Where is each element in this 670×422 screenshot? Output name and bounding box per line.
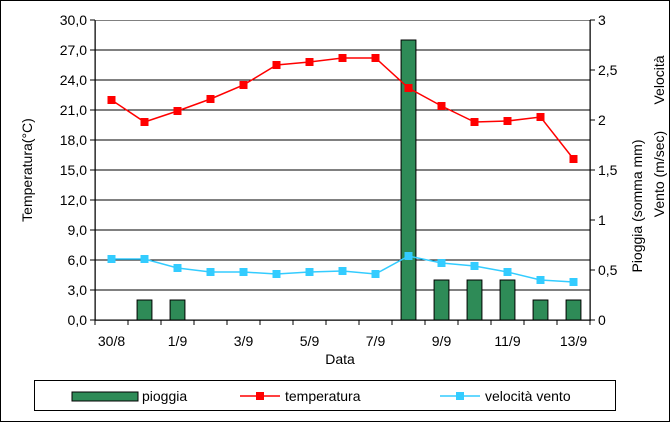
point-velocita-vento	[569, 278, 578, 286]
point-temperatura	[437, 102, 446, 110]
y-axis-left-title: Temperatura(°C)	[19, 118, 35, 222]
point-velocita-vento	[239, 268, 248, 276]
x-tick-label: 1/9	[168, 333, 188, 349]
point-velocita-vento	[371, 270, 380, 278]
point-velocita-vento	[173, 264, 182, 272]
legend-label-temperatura: temperatura	[285, 388, 361, 404]
point-temperatura	[404, 84, 413, 92]
point-temperatura	[173, 107, 182, 115]
y-right-tick-label: 2,5	[598, 62, 618, 78]
bar-pioggia	[169, 299, 186, 321]
point-velocita-vento	[338, 267, 347, 275]
point-velocita-vento	[140, 255, 149, 263]
bar-pioggia	[466, 279, 483, 321]
bar-pioggia	[532, 299, 549, 321]
x-tick-label: 5/9	[300, 333, 320, 349]
y-left-tick-label: 0,0	[68, 312, 88, 328]
bar-pioggia	[499, 279, 516, 321]
gridlines	[95, 49, 590, 291]
point-temperatura	[305, 58, 314, 66]
y-left-tick-label: 30,0	[60, 12, 87, 28]
point-velocita-vento	[404, 252, 413, 260]
x-tick-label: 30/8	[98, 333, 125, 349]
legend-marker-velocita-vento	[456, 392, 464, 400]
point-temperatura	[536, 113, 545, 121]
legend-swatch-pioggia	[71, 391, 139, 402]
y-axis-right-title-3: Velocità	[651, 55, 667, 104]
legend-label-velocita-vento: velocità vento	[485, 388, 571, 404]
point-velocita-vento	[503, 268, 512, 276]
bar-pioggia	[433, 279, 450, 321]
y-left-tick-label: 27,0	[60, 42, 87, 58]
x-tick-label: 3/9	[234, 333, 254, 349]
y-right-tick-label: 1	[598, 212, 606, 228]
y-right-tick-label: 0	[598, 312, 606, 328]
point-velocita-vento	[206, 268, 215, 276]
rain-bars	[136, 39, 582, 321]
point-temperatura	[206, 95, 215, 103]
y-axis-right-title-1: Pioggia (somma mm)	[629, 139, 645, 272]
x-axis-title: Data	[325, 351, 355, 367]
legend: pioggia temperatura velocità vento	[71, 388, 571, 404]
point-temperatura	[371, 54, 380, 62]
point-temperatura	[569, 155, 578, 163]
axes: 0,0 3,0 6,0 9,0 12,0 15,0 18,0 21,0 24,0 27,0 30,0…	[60, 12, 618, 349]
point-temperatura	[503, 117, 512, 125]
legend-label-pioggia: pioggia	[142, 388, 187, 404]
point-temperatura	[272, 61, 281, 69]
point-velocita-vento	[272, 270, 281, 278]
y-right-tick-label: 2	[598, 112, 606, 128]
legend-marker-temperatura	[256, 392, 264, 400]
y-left-tick-label: 9,0	[68, 222, 88, 238]
y-right-tick-label: 1,5	[598, 162, 618, 178]
y-left-tick-label: 3,0	[68, 282, 88, 298]
y-right-tick-label: 3	[598, 12, 606, 28]
bar-pioggia	[565, 299, 582, 321]
point-temperatura	[470, 118, 479, 126]
point-temperatura	[338, 54, 347, 62]
point-temperatura	[140, 118, 149, 126]
point-velocita-vento	[470, 262, 479, 270]
series-lines	[107, 54, 578, 286]
x-tick-label: 9/9	[432, 333, 452, 349]
y-left-tick-label: 21,0	[60, 102, 87, 118]
bar-pioggia	[136, 299, 153, 321]
bar-pioggia	[400, 39, 417, 321]
point-temperatura	[107, 96, 116, 104]
point-velocita-vento	[536, 276, 545, 284]
y-left-tick-label: 12,0	[60, 192, 87, 208]
y-right-tick-label: 0,5	[598, 262, 618, 278]
y-left-tick-label: 6,0	[68, 252, 88, 268]
x-tick-label: 13/9	[560, 333, 587, 349]
y-axis-right-title-2: Vento (m/sec)	[651, 131, 667, 217]
point-velocita-vento	[437, 259, 446, 267]
point-velocita-vento	[305, 268, 314, 276]
x-tick-label: 7/9	[366, 333, 386, 349]
y-left-tick-label: 15,0	[60, 162, 87, 178]
point-velocita-vento	[107, 255, 116, 263]
point-temperatura	[239, 81, 248, 89]
y-left-tick-label: 24,0	[60, 72, 87, 88]
y-left-tick-label: 18,0	[60, 132, 87, 148]
x-tick-label: 11/9	[494, 333, 520, 349]
